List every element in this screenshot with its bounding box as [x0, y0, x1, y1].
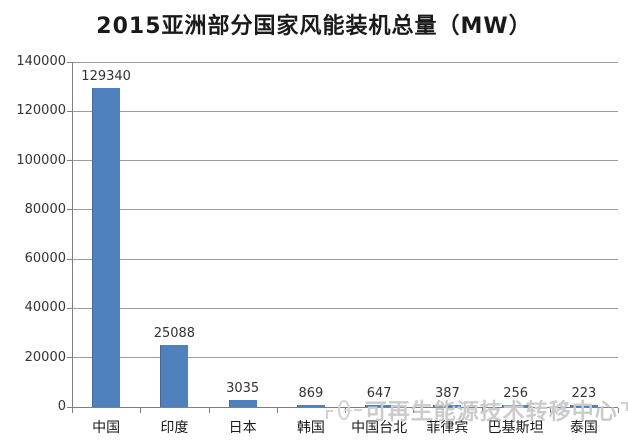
y-axis-tick-mark — [67, 209, 72, 211]
gridline — [72, 110, 618, 112]
y-axis-tick-label: 100000 — [16, 152, 66, 168]
bar-韩国 — [296, 404, 325, 407]
x-axis-tick-mark — [140, 408, 142, 413]
chart-title: 2015亚洲部分国家风能装机总量（MW） — [96, 14, 532, 39]
y-axis-tick-mark — [67, 160, 72, 162]
x-category-label: 韩国 — [296, 420, 325, 436]
x-axis-tick-mark — [208, 408, 210, 413]
bar-巴基斯坦 — [501, 405, 530, 407]
bar-value-label: 3035 — [226, 380, 260, 396]
x-category-label: 菲律宾 — [426, 420, 469, 436]
y-axis-tick-label: 120000 — [16, 103, 66, 119]
y-axis-tick-mark — [67, 357, 72, 359]
y-axis-tick-mark — [67, 110, 72, 112]
y-axis-tick-label: 20000 — [24, 349, 66, 365]
bar-value-label: 129340 — [81, 69, 131, 85]
bar-泰国 — [569, 405, 598, 407]
bar-中国 — [92, 88, 121, 407]
gridline — [72, 61, 618, 63]
x-category-label: 中国 — [92, 420, 121, 436]
bar-日本 — [228, 399, 257, 407]
gridline — [72, 307, 618, 309]
x-category-label: 泰国 — [569, 420, 598, 436]
y-axis-tick-label: 140000 — [16, 54, 66, 69]
x-category-label: 日本 — [228, 420, 257, 436]
x-axis-tick-mark — [481, 408, 483, 413]
bar-value-label: 387 — [434, 386, 460, 401]
x-axis-tick-mark — [618, 408, 619, 413]
y-axis-tick-mark — [67, 307, 72, 309]
bar-value-label: 223 — [571, 386, 597, 401]
x-axis-tick-mark — [72, 408, 73, 413]
gridline — [72, 160, 618, 162]
x-category-label: 印度 — [160, 420, 189, 436]
y-axis-tick-label: 40000 — [24, 300, 66, 316]
bar-value-label: 869 — [298, 385, 324, 401]
y-axis-tick-label: 80000 — [24, 201, 66, 217]
bar-菲律宾 — [433, 405, 462, 407]
x-axis-tick-mark — [413, 408, 415, 413]
x-category-label: 中国台北 — [351, 420, 408, 436]
y-axis-tick-label: 60000 — [24, 251, 66, 267]
bar-中国台北 — [365, 405, 394, 407]
gridline — [72, 258, 618, 260]
gridline — [72, 357, 618, 359]
y-axis-tick-mark — [67, 61, 72, 63]
bar-印度 — [160, 345, 189, 407]
y-axis-line — [72, 62, 73, 408]
y-axis-tick-mark — [67, 258, 72, 260]
x-category-label: 巴基斯坦 — [487, 420, 544, 436]
x-axis-tick-mark — [276, 408, 278, 413]
bar-value-label: 647 — [366, 386, 392, 401]
bar-value-label: 25088 — [153, 326, 196, 342]
y-axis-tick-mark — [67, 406, 72, 408]
bar-value-label: 256 — [503, 386, 529, 401]
x-axis-line — [72, 407, 618, 408]
y-axis-tick-label: 0 — [57, 399, 66, 414]
x-axis-tick-mark — [345, 408, 346, 413]
x-axis-tick-mark — [549, 408, 551, 413]
gridline — [72, 209, 618, 211]
